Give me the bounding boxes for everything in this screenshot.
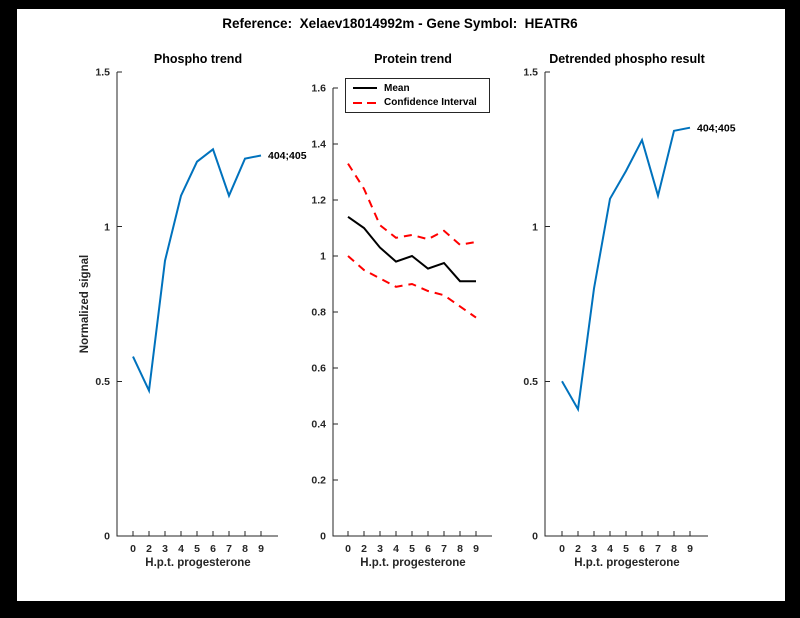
y-tick-label: 0 <box>532 531 538 543</box>
y-tick-label: 1 <box>532 221 538 233</box>
x-tick-label: 8 <box>671 543 677 555</box>
x-tick-label: 9 <box>473 543 479 555</box>
y-tick-label: 1.5 <box>523 67 538 79</box>
legend-label-mean: Mean <box>384 82 410 94</box>
figure-title: Reference: Xelaev18014992m - Gene Symbol… <box>222 16 578 31</box>
x-tick-label: 7 <box>655 543 661 555</box>
subplot-title-detrended-result: Detrended phospho result <box>549 52 705 66</box>
x-tick-label: 4 <box>607 543 613 555</box>
legend-mean-line-icon <box>353 87 377 90</box>
x-axis-label-1: H.p.t. progesterone <box>145 557 251 569</box>
legend-ci-dash-icon <box>353 101 377 104</box>
x-tick-label: 3 <box>377 543 383 555</box>
x-tick-label: 7 <box>226 543 232 555</box>
y-tick-label: 0.6 <box>311 363 326 375</box>
x-tick-label: 4 <box>393 543 399 555</box>
x-tick-label: 8 <box>457 543 463 555</box>
end-point-label: 404;405 <box>268 150 307 162</box>
x-tick-label: 3 <box>162 543 168 555</box>
x-tick-label: 4 <box>178 543 184 555</box>
y-tick-label: 0.4 <box>311 419 326 431</box>
ci-upper-line <box>347 163 477 246</box>
y-tick-label: 0 <box>320 531 326 543</box>
y-tick-label: 1.6 <box>311 83 326 95</box>
x-tick-label: 9 <box>687 543 693 555</box>
x-tick-label: 6 <box>425 543 431 555</box>
y-tick-label: 1 <box>104 221 110 233</box>
phospho-trend-line <box>132 147 262 395</box>
x-tick-label: 9 <box>258 543 264 555</box>
mean-line <box>347 215 476 283</box>
legend-row-mean: Mean <box>353 83 489 94</box>
y-tick-label: 0.5 <box>95 376 110 388</box>
detrended-phospho-line <box>561 126 691 413</box>
y-tick-label: 0 <box>104 531 110 543</box>
x-axis-label-2: H.p.t. progesterone <box>360 557 466 569</box>
x-tick-label: 7 <box>441 543 447 555</box>
x-tick-label: 8 <box>242 543 248 555</box>
x-tick-label: 0 <box>345 543 351 555</box>
y-tick-label: 1 <box>320 251 326 263</box>
x-axis-label-3: H.p.t. progesterone <box>574 557 680 569</box>
x-tick-label: 6 <box>639 543 645 555</box>
x-tick-label: 0 <box>130 543 136 555</box>
y-tick-label: 0.8 <box>311 307 326 319</box>
axes <box>544 71 708 537</box>
x-tick-label: 2 <box>575 543 581 555</box>
x-tick-label: 2 <box>361 543 367 555</box>
subplot-title-phospho-trend: Phospho trend <box>153 52 243 66</box>
x-tick-label: 6 <box>210 543 216 555</box>
legend-label-ci: Confidence Interval <box>384 97 477 109</box>
x-tick-label: 2 <box>146 543 152 555</box>
y-tick-label: 1.2 <box>311 195 326 207</box>
x-tick-label: 3 <box>591 543 597 555</box>
x-tick-label: 5 <box>623 543 629 555</box>
x-tick-label: 5 <box>409 543 415 555</box>
legend-row-ci: Confidence Interval <box>353 97 489 108</box>
end-point-label: 404;405 <box>697 122 736 134</box>
legend-box: Mean Confidence Interval <box>345 78 490 113</box>
y-tick-label: 0.5 <box>523 376 538 388</box>
axes <box>116 71 278 537</box>
y-tick-label: 1.4 <box>311 139 326 151</box>
subplot-title-protein-trend: Protein trend <box>374 52 452 66</box>
y-tick-label: 0.2 <box>311 475 326 487</box>
y-tick-label: 1.5 <box>95 67 110 79</box>
ci-lower-line <box>347 255 477 319</box>
y-axis-label: Normalized signal <box>79 254 91 354</box>
axes <box>332 87 492 537</box>
x-tick-label: 0 <box>559 543 565 555</box>
x-tick-label: 5 <box>194 543 200 555</box>
